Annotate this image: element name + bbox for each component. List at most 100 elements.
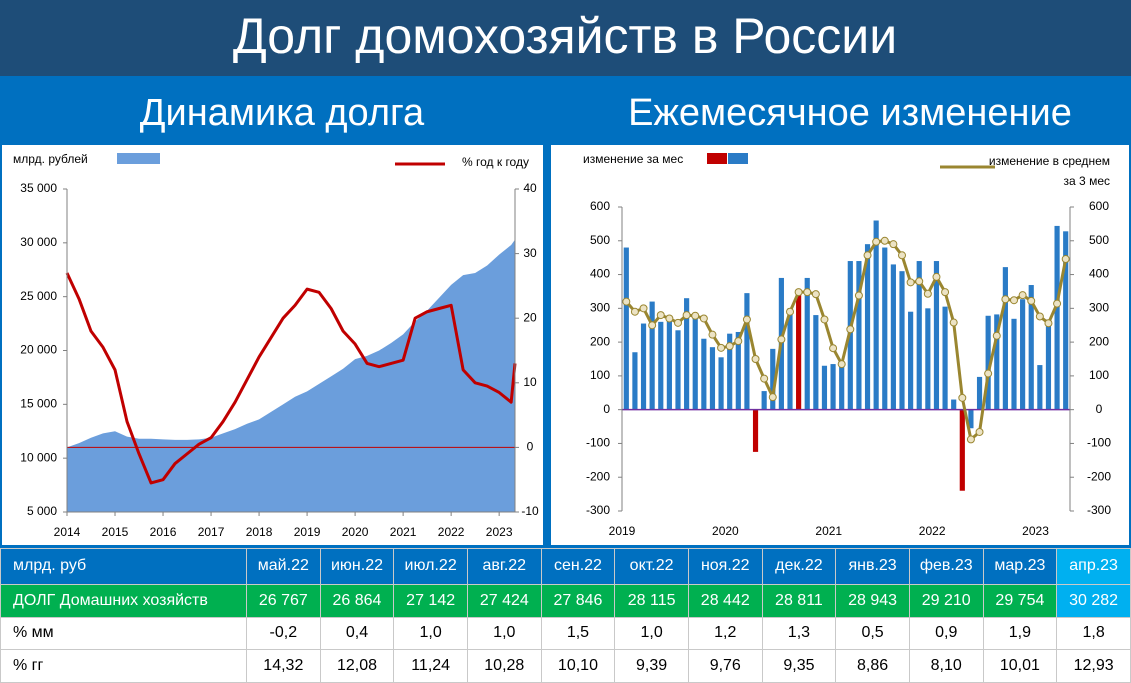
marker (880, 236, 889, 245)
header-cell: дек.22 (761, 548, 837, 585)
marker (717, 343, 726, 352)
cell: 29 754 (982, 583, 1058, 618)
cell: 1,0 (614, 616, 689, 651)
subtitle: Ежемесячное изменение (628, 92, 1072, 134)
marker (837, 360, 846, 369)
bar (658, 321, 664, 410)
marker (1027, 296, 1036, 305)
bar (942, 306, 948, 410)
bar (787, 308, 793, 410)
cell: 12,08 (319, 649, 395, 683)
x-tick-label: 2021 (390, 525, 417, 539)
marker (622, 297, 631, 306)
data-table: млрд. руб май.22 июн.22 июл.22 авг.22 сен.22 о… (0, 548, 1131, 683)
legend-swatch (707, 153, 727, 164)
bar (1002, 267, 1008, 410)
marker (630, 307, 639, 316)
cell: 1,9 (982, 616, 1058, 651)
y2-tick-label: -100 (1087, 436, 1111, 450)
y2-tick-label: -300 (1087, 503, 1111, 517)
cell: 27 142 (393, 583, 468, 618)
bar (709, 347, 716, 410)
marker (941, 288, 950, 297)
header-cell: май.22 (246, 548, 321, 585)
bar (1011, 318, 1017, 410)
y2-tick-label: 10 (523, 375, 537, 389)
marker (708, 330, 717, 339)
y-tick-label: 100 (590, 368, 610, 382)
y2-tick-label: 40 (523, 181, 537, 195)
cell: 10,10 (540, 649, 616, 683)
cell: 0,5 (835, 616, 910, 651)
bar (640, 323, 647, 410)
cell: 28 442 (687, 583, 763, 618)
bar (916, 261, 922, 410)
marker (639, 304, 648, 313)
bar (864, 244, 871, 410)
cell: 0,9 (908, 616, 984, 651)
cell: % мм (0, 616, 247, 651)
y2-tick-label: 600 (1089, 199, 1109, 213)
marker (1053, 299, 1062, 308)
header-cell: сен.22 (540, 548, 616, 585)
y-tick-label: 400 (590, 267, 610, 281)
marker (846, 325, 855, 334)
y2-tick-label: 300 (1089, 301, 1109, 315)
bar (899, 271, 905, 410)
marker (699, 314, 708, 323)
y-tick-label: 35 000 (20, 181, 57, 195)
y2-tick-label: 100 (1089, 368, 1109, 382)
marker (691, 311, 700, 320)
bar (752, 409, 759, 452)
y2-tick-label: 500 (1089, 233, 1109, 247)
marker (820, 315, 829, 324)
bar (830, 364, 836, 410)
x-tick-label: 2023 (1022, 524, 1049, 538)
y-tick-label: 600 (590, 199, 610, 213)
cell: 0,4 (319, 616, 395, 651)
cell: 1,3 (761, 616, 837, 651)
y-tick-label: 25 000 (20, 289, 57, 303)
cell: 8,86 (835, 649, 910, 683)
bar (1037, 365, 1043, 410)
bar (968, 409, 974, 429)
marker (682, 311, 691, 320)
header-cell: млрд. руб (0, 548, 247, 585)
marker (656, 311, 665, 320)
x-tick-label: 2022 (438, 525, 465, 539)
cell: 27 424 (466, 583, 542, 618)
bar (959, 409, 965, 491)
y-tick-label: 30 000 (20, 235, 57, 249)
cell: 11,24 (393, 649, 468, 683)
cell: 1,0 (466, 616, 542, 651)
cell: 9,35 (761, 649, 837, 683)
bar (839, 362, 845, 410)
cell: 10,01 (982, 649, 1058, 683)
table-row: % мм -0,2 0,4 1,0 1,0 1,5 1,0 1,2 1,3 0,5 0,9 1,9 1,… (0, 616, 1131, 651)
x-tick-label: 2020 (342, 525, 369, 539)
marker (725, 342, 734, 351)
marker (768, 393, 777, 402)
cell: 29 210 (908, 583, 984, 618)
bar (675, 330, 681, 410)
y2-tick-label: 0 (527, 440, 534, 454)
bar (873, 220, 879, 410)
bar (761, 391, 767, 410)
marker (1044, 319, 1053, 328)
y2-tick-label: 20 (523, 310, 537, 324)
y-tick-label: 20 000 (20, 343, 57, 357)
bar (882, 247, 888, 410)
cell: 26 767 (246, 583, 321, 618)
line (65, 272, 517, 485)
x-tick-label: 2014 (54, 525, 81, 539)
marker (958, 393, 967, 402)
marker (949, 318, 958, 327)
bar (701, 338, 707, 410)
legend-swatch (117, 153, 160, 164)
x-tick-label: 2019 (609, 524, 636, 538)
marker (1061, 255, 1070, 264)
y-tick-label: 500 (590, 233, 610, 247)
bar (925, 308, 931, 410)
marker (674, 318, 682, 327)
marker (777, 335, 786, 344)
